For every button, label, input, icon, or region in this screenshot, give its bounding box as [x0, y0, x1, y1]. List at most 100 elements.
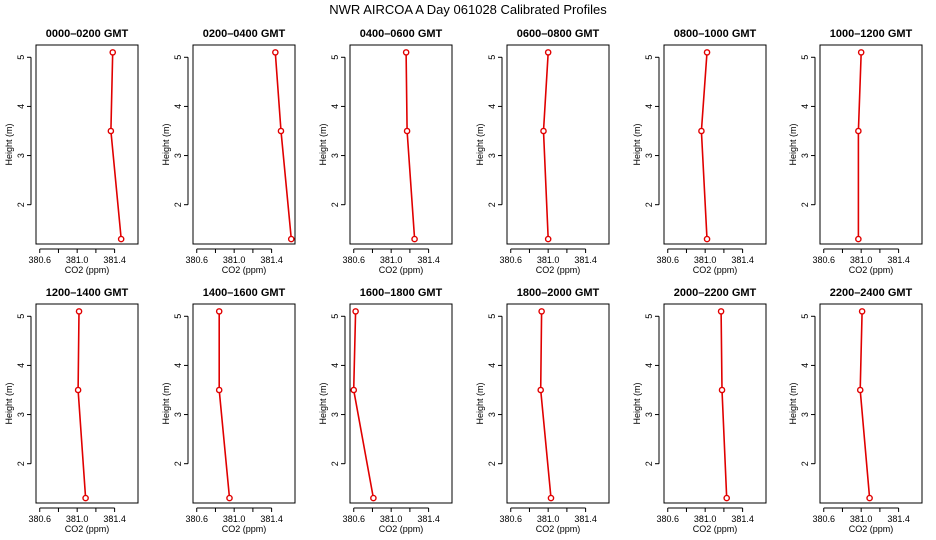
plot-frame: [663, 44, 767, 245]
x-tick-label: 381.4: [574, 514, 597, 524]
panel-title: 1200–1400 GMT: [46, 287, 129, 299]
x-tick-label: 381.4: [260, 514, 283, 524]
y-tick-label: 2: [487, 461, 497, 466]
x-tick-label: 381.4: [417, 255, 440, 265]
x-tick-label: 381.4: [887, 255, 910, 265]
y-tick-label: 2: [16, 461, 26, 466]
panel-title: 0400–0600 GMT: [360, 28, 443, 40]
profile-line: [110, 52, 122, 240]
x-axis-label: CO2 (ppm): [536, 265, 581, 275]
data-point: [698, 127, 705, 135]
data-point: [703, 235, 711, 243]
y-axis-label: Height (m): [318, 123, 328, 165]
y-axis-label: Height (m): [475, 382, 485, 424]
x-axis-label: CO2 (ppm): [536, 524, 581, 534]
panel-title: 0800–1000 GMT: [674, 28, 757, 40]
x-axis-label: CO2 (ppm): [222, 265, 267, 275]
x-tick-label: 381.0: [223, 514, 246, 524]
plot-frame: [819, 303, 923, 504]
x-tick-label: 381.4: [103, 514, 126, 524]
y-tick-label: 3: [16, 412, 26, 417]
x-axis-label: CO2 (ppm): [379, 265, 424, 275]
y-tick-label: 3: [487, 153, 497, 158]
y-tick-label: 2: [16, 202, 26, 207]
y-axis-label: Height (m): [161, 123, 171, 165]
data-point: [855, 235, 862, 243]
panel-title: 0000–0200 GMT: [46, 28, 129, 40]
y-tick-label: 5: [330, 314, 340, 319]
y-tick-label: 2: [330, 461, 340, 466]
data-point: [703, 49, 711, 56]
data-point: [537, 386, 544, 394]
x-axis-label: CO2 (ppm): [849, 265, 894, 275]
panel-title: 1800–2000 GMT: [517, 287, 600, 299]
y-tick-label: 3: [800, 412, 810, 417]
data-point: [117, 235, 125, 243]
profile-line: [542, 52, 549, 240]
panel-title: 1000–1200 GMT: [830, 28, 913, 40]
y-tick-label: 5: [16, 55, 26, 60]
x-axis-label: CO2 (ppm): [849, 524, 894, 534]
y-axis-label: Height (m): [475, 123, 485, 165]
x-tick-label: 381.0: [380, 514, 403, 524]
x-tick-label: 380.6: [656, 514, 679, 524]
data-point: [544, 49, 552, 56]
x-tick-label: 381.4: [731, 255, 754, 265]
y-tick-label: 5: [16, 314, 26, 319]
y-tick-label: 4: [800, 104, 810, 109]
x-tick-label: 380.6: [28, 255, 51, 265]
x-tick-label: 380.6: [499, 255, 522, 265]
x-tick-label: 381.4: [260, 255, 283, 265]
y-tick-label: 5: [800, 55, 810, 60]
profile-line: [77, 311, 87, 499]
y-tick-label: 3: [644, 153, 654, 158]
y-tick-label: 5: [173, 314, 183, 319]
plot-frame: [663, 303, 767, 504]
y-tick-label: 2: [800, 202, 810, 207]
data-point: [540, 127, 547, 135]
x-tick-label: 381.0: [380, 255, 403, 265]
data-point: [718, 386, 726, 394]
data-point: [855, 127, 862, 135]
x-tick-label: 381.4: [731, 514, 754, 524]
x-tick-label: 381.4: [574, 255, 597, 265]
y-tick-label: 5: [330, 55, 340, 60]
y-axis-label: Height (m): [161, 382, 171, 424]
data-point: [723, 494, 730, 502]
x-axis-label: CO2 (ppm): [65, 524, 110, 534]
data-point: [547, 494, 555, 502]
profile-line: [405, 52, 416, 240]
x-tick-label: 381.0: [850, 255, 873, 265]
y-tick-label: 3: [173, 153, 183, 158]
plot-frame: [192, 44, 296, 245]
data-point: [403, 127, 411, 135]
x-axis-label: CO2 (ppm): [693, 265, 738, 275]
data-point: [277, 127, 285, 135]
data-point: [544, 235, 552, 243]
y-tick-label: 4: [16, 104, 26, 109]
plot-frame: [35, 44, 139, 245]
data-point: [74, 386, 82, 394]
profile-line: [857, 52, 862, 240]
data-point: [109, 49, 117, 56]
figure-title: NWR AIRCOA A Day 061028 Calibrated Profi…: [329, 2, 607, 17]
data-point: [717, 308, 725, 315]
y-tick-label: 2: [487, 202, 497, 207]
data-point: [75, 308, 83, 315]
x-tick-label: 381.0: [223, 255, 246, 265]
plot-frame: [192, 303, 296, 504]
x-tick-label: 381.0: [66, 514, 89, 524]
data-point: [857, 49, 865, 56]
y-axis-label: Height (m): [788, 123, 798, 165]
plot-frame: [35, 303, 139, 504]
y-tick-label: 5: [487, 55, 497, 60]
y-tick-label: 5: [644, 314, 654, 319]
y-tick-label: 3: [487, 412, 497, 417]
x-axis-label: CO2 (ppm): [379, 524, 424, 534]
